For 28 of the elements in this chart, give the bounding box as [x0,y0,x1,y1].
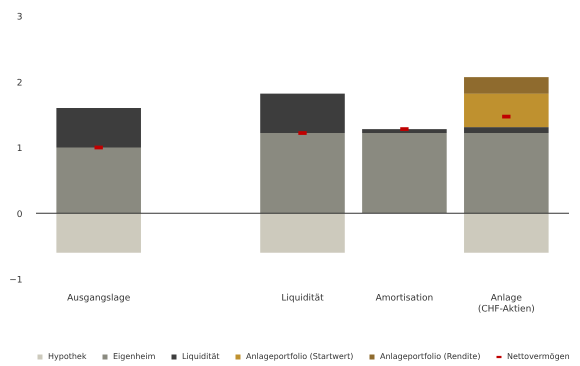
y-tick-label: 0 [16,210,23,220]
bar [56,148,141,214]
legend-label: Eigenheim [113,352,156,361]
legend-label: Nettovermögen [507,352,570,361]
x-tick-label: Anlage (CHF-Aktien) [478,294,535,314]
bar [260,94,345,134]
bar [464,133,549,214]
bar [362,129,447,134]
legend-label: Liquidität [182,352,220,361]
bar [464,77,549,94]
legend-label: Hypothek [48,352,87,361]
y-tick-label: 3 [16,12,22,22]
y-tick-label: −1 [9,276,22,286]
x-tick-label: Amortisation [376,294,434,304]
x-tick-label: Liquidität [281,294,324,304]
bar [464,127,549,134]
y-tick-label: 1 [16,144,22,154]
bar [260,213,345,253]
bar [464,213,549,253]
legend-label: Anlageportfolio (Rendite) [380,352,480,361]
bar [260,133,345,214]
bar [464,94,549,128]
bar [56,108,141,148]
bar [56,213,141,253]
legend-label: Anlageportfolio (Startwert) [246,352,354,361]
bar [362,133,447,214]
y-tick-label: 2 [16,78,22,88]
x-tick-label: Ausgangslage [67,294,131,304]
